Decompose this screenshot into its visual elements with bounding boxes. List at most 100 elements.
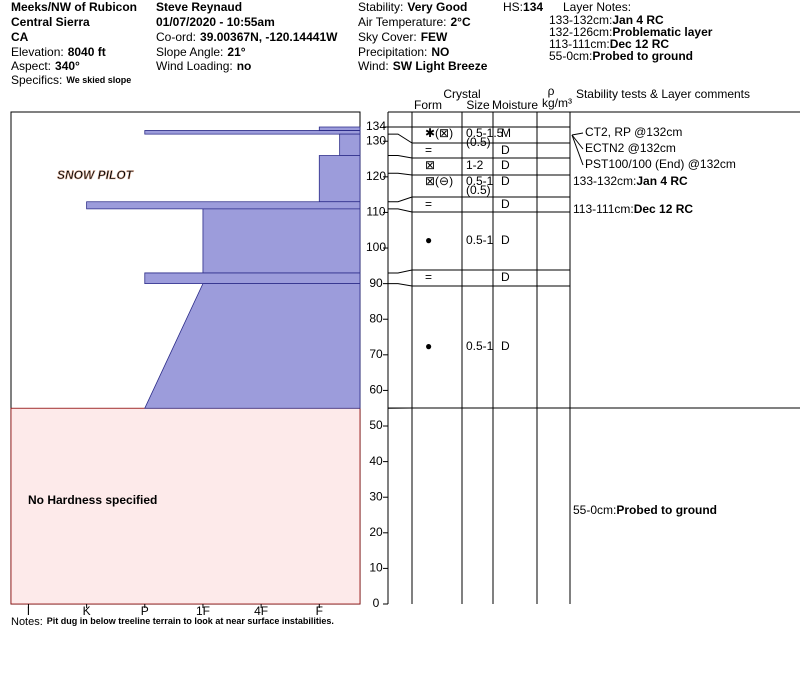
logo: SNOW PILOT bbox=[57, 168, 135, 182]
col-header: Crystal bbox=[443, 87, 480, 101]
moisture: D bbox=[501, 233, 510, 247]
no-hardness-area bbox=[10, 407, 361, 605]
layer-comment: 133-132cm:Jan 4 RC bbox=[573, 174, 688, 188]
text-part: We skied slope bbox=[66, 75, 131, 85]
depth-tick-label: 134 bbox=[366, 119, 386, 133]
grain-size: 0.5-1 bbox=[466, 233, 494, 247]
text-part: Air Temperature: bbox=[358, 15, 446, 29]
layer-note: 132-126cm:Problematic layer bbox=[549, 25, 713, 39]
grain-form: ⊠(⊖) bbox=[425, 174, 453, 188]
col-header: ρ bbox=[548, 84, 555, 98]
field: Wind Loading: no bbox=[156, 59, 251, 73]
test-pointer bbox=[571, 132, 584, 136]
grain-size-note: (0.5) bbox=[466, 183, 491, 197]
moisture: D bbox=[501, 339, 510, 353]
text-part: Steve Reynaud bbox=[156, 0, 242, 14]
grain-size-note: (0.5) bbox=[466, 135, 491, 149]
text-part: Specifics: bbox=[11, 73, 62, 87]
text-part: Pit dug in below treeline terrain to loo… bbox=[47, 616, 334, 626]
depth-tick-label: 60 bbox=[369, 383, 383, 397]
field: Stability: Very Good bbox=[358, 0, 467, 14]
text-part: 132-126cm: bbox=[549, 25, 612, 39]
layer-note: 55-0cm:Probed to ground bbox=[549, 49, 693, 63]
depth-tick-label: 30 bbox=[369, 489, 383, 503]
hardness-layer bbox=[318, 155, 361, 203]
field: Elevation: 8040 ft bbox=[11, 45, 106, 59]
grain-size: 0.5-1.5 bbox=[466, 126, 504, 140]
field: Precipitation: NO bbox=[358, 45, 449, 59]
hardness-layer bbox=[144, 283, 361, 409]
field: Slope Angle: 21° bbox=[156, 45, 246, 59]
text-part: Jan 4 RC bbox=[636, 174, 688, 188]
text-part: 55-0cm: bbox=[549, 49, 592, 63]
state: CA bbox=[11, 30, 29, 44]
grain-form: = bbox=[425, 197, 432, 211]
text-part: Layer Notes: bbox=[563, 0, 631, 14]
field: Aspect: 340° bbox=[11, 59, 80, 73]
text-part: Elevation: bbox=[11, 45, 64, 59]
text-part: Sky Cover: bbox=[358, 30, 417, 44]
depth-tick-label: 80 bbox=[369, 311, 383, 325]
hardness-tick-label: 1F bbox=[196, 604, 210, 618]
text-part: Notes: bbox=[11, 616, 43, 628]
text-part: Wind: bbox=[358, 59, 389, 73]
depth-tick-label: 40 bbox=[369, 454, 383, 468]
moisture: D bbox=[501, 270, 510, 284]
depth-connector bbox=[388, 196, 413, 203]
test-pointer bbox=[571, 134, 584, 166]
text-part: Probed to ground bbox=[616, 503, 717, 517]
depth-connector bbox=[388, 172, 413, 176]
moisture: D bbox=[501, 197, 510, 211]
text-part: Probed to ground bbox=[592, 49, 693, 63]
text-part: no bbox=[237, 59, 252, 73]
text-part: CA bbox=[11, 30, 29, 44]
text-part: 133-132cm: bbox=[573, 174, 636, 188]
range: Central Sierra bbox=[11, 15, 90, 29]
grain-size: 1-2 bbox=[466, 158, 484, 172]
text-part: HS: bbox=[503, 0, 523, 14]
col-header: Stability tests & Layer comments bbox=[576, 87, 750, 101]
text-part: Stability: bbox=[358, 0, 403, 14]
hardness-tick-label: I bbox=[27, 604, 30, 618]
text-part: 01/07/2020 - 10:55am bbox=[156, 15, 275, 29]
field: Air Temperature: 2°C bbox=[358, 15, 471, 29]
hardness-tick-label: F bbox=[316, 604, 323, 618]
text-part: Meeks/NW of Rubicon bbox=[11, 0, 137, 14]
hs: HS:134 bbox=[503, 0, 543, 14]
grain-size: 0.5-1 bbox=[466, 339, 494, 353]
layer-comment: 55-0cm:Probed to ground bbox=[573, 503, 717, 517]
col-header: Moisture bbox=[492, 98, 538, 112]
field: Co-ord: 39.00367N, -120.14441W bbox=[156, 30, 338, 44]
stability-test: PST100/100 (End) @132cm bbox=[585, 157, 736, 171]
text-part: Very Good bbox=[407, 0, 467, 14]
layer-note: 113-111cm:Dec 12 RC bbox=[549, 37, 669, 51]
grain-form: = bbox=[425, 270, 432, 284]
depth-tick-label: 100 bbox=[366, 240, 386, 254]
depth-tick-label: 20 bbox=[369, 525, 383, 539]
text-part: Central Sierra bbox=[11, 15, 90, 29]
specifics: Specifics: We skied slope bbox=[11, 73, 131, 87]
text-part: Dec 12 RC bbox=[634, 202, 694, 216]
grain-form: ● bbox=[425, 339, 432, 353]
grain-form: = bbox=[425, 143, 432, 157]
datetime: 01/07/2020 - 10:55am bbox=[156, 15, 275, 29]
text-part: 133-132cm: bbox=[549, 13, 612, 27]
text-part: Jan 4 RC bbox=[612, 13, 664, 27]
hardness-tick-label: P bbox=[141, 604, 149, 618]
text-part: 134 bbox=[523, 0, 543, 14]
hardness-tick-label: 4F bbox=[254, 604, 268, 618]
col-header: kg/m³ bbox=[542, 96, 572, 110]
grain-form: ⊠ bbox=[425, 158, 435, 172]
layer-note: 133-132cm:Jan 4 RC bbox=[549, 13, 664, 27]
depth-connector bbox=[388, 283, 413, 287]
moisture: D bbox=[501, 174, 510, 188]
hardness-layer bbox=[202, 208, 361, 274]
hardness-layer bbox=[318, 126, 361, 131]
grain-form: ● bbox=[425, 233, 432, 247]
hardness-layer bbox=[144, 272, 361, 285]
hardness-layer bbox=[144, 130, 361, 135]
notes: Notes: Pit dug in below treeline terrain … bbox=[11, 616, 334, 628]
text-part: Dec 12 RC bbox=[610, 37, 670, 51]
depth-tick-label: 10 bbox=[369, 561, 383, 575]
